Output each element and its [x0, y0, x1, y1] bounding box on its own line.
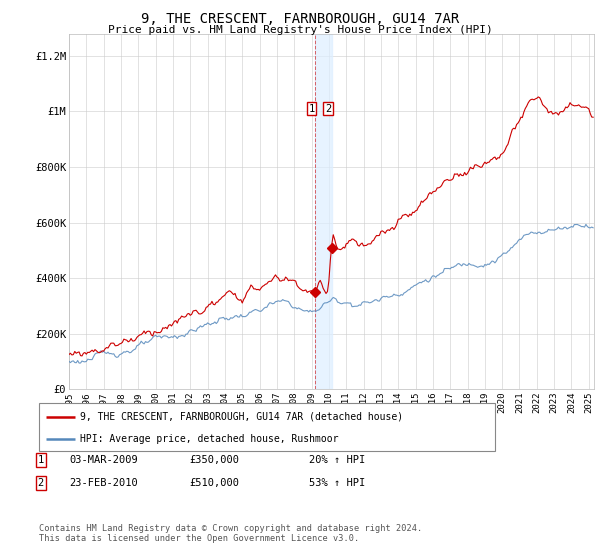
- Text: 9, THE CRESCENT, FARNBOROUGH, GU14 7AR (detached house): 9, THE CRESCENT, FARNBOROUGH, GU14 7AR (…: [80, 412, 403, 422]
- Text: Price paid vs. HM Land Registry's House Price Index (HPI): Price paid vs. HM Land Registry's House …: [107, 25, 493, 35]
- Text: 03-MAR-2009: 03-MAR-2009: [69, 455, 138, 465]
- Text: 23-FEB-2010: 23-FEB-2010: [69, 478, 138, 488]
- Text: 20% ↑ HPI: 20% ↑ HPI: [309, 455, 365, 465]
- Text: 1: 1: [308, 104, 314, 114]
- Text: 53% ↑ HPI: 53% ↑ HPI: [309, 478, 365, 488]
- Bar: [314, 34, 332, 389]
- Text: 2: 2: [325, 104, 331, 114]
- Text: £510,000: £510,000: [189, 478, 239, 488]
- Text: HPI: Average price, detached house, Rushmoor: HPI: Average price, detached house, Rush…: [80, 434, 338, 444]
- Text: £350,000: £350,000: [189, 455, 239, 465]
- FancyBboxPatch shape: [39, 403, 495, 451]
- Text: Contains HM Land Registry data © Crown copyright and database right 2024.
This d: Contains HM Land Registry data © Crown c…: [39, 524, 422, 543]
- Text: 9, THE CRESCENT, FARNBOROUGH, GU14 7AR: 9, THE CRESCENT, FARNBOROUGH, GU14 7AR: [141, 12, 459, 26]
- Text: 1: 1: [38, 455, 44, 465]
- Text: 2: 2: [38, 478, 44, 488]
